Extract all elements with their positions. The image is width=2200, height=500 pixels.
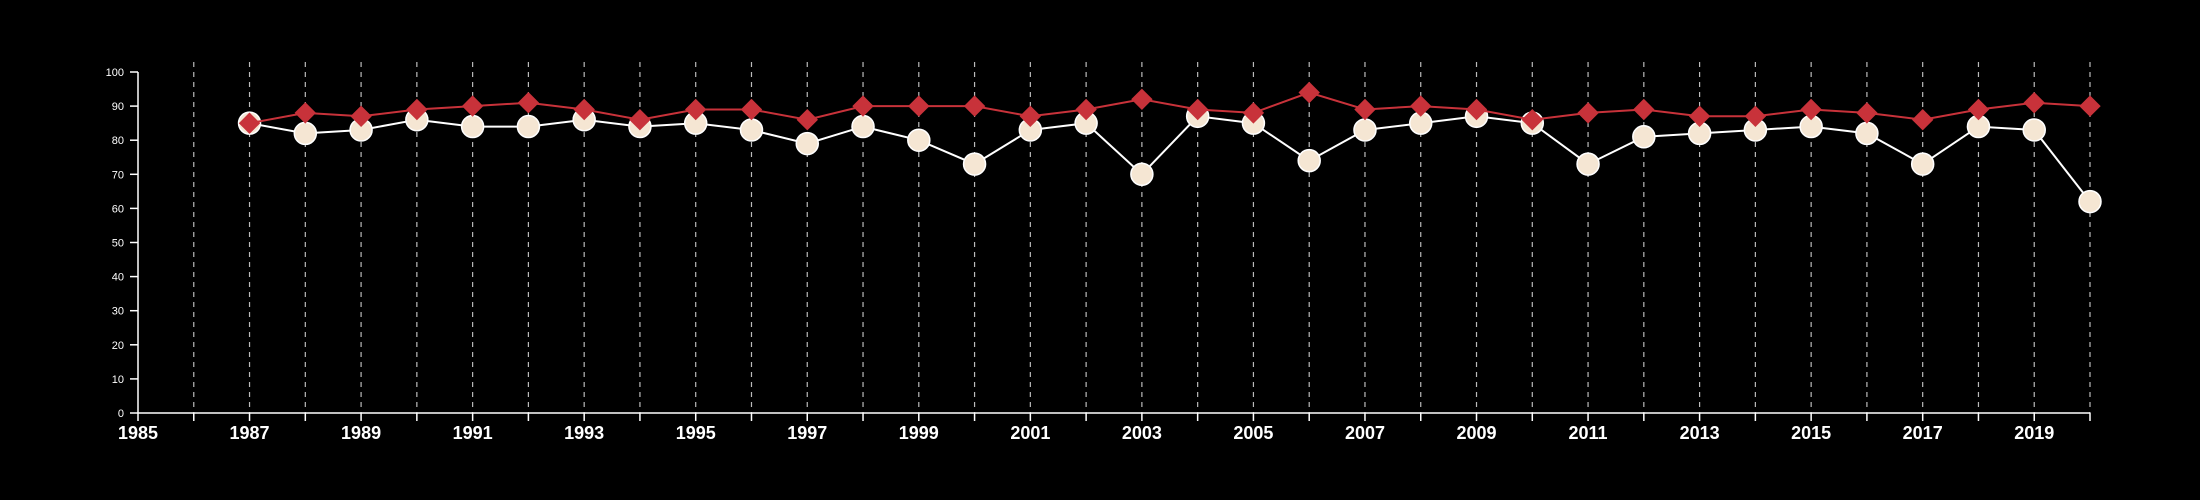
series-0-point-2012 (1632, 125, 1656, 149)
series-1-point-2015 (1800, 98, 1822, 121)
tick-labels: 0 10 20 30 40 50 60 70 80 90 100 1985 1987 1989 1991 19… (106, 67, 2055, 443)
y-tick-label-10: 10 (112, 374, 124, 386)
series-0-point-2020 (2078, 189, 2102, 214)
series-0-point-2016 (1855, 121, 1879, 146)
series-1-point-2012 (1633, 98, 1655, 121)
series-0-point-2017 (1910, 152, 1935, 176)
series (237, 81, 2102, 214)
x-tick-label-2009: 2009 (1456, 423, 1496, 443)
series-1-point-2006 (1298, 81, 1320, 104)
series-1-point-2003 (1131, 88, 1153, 111)
series-1-point-2020 (2079, 95, 2101, 117)
series-1-point-2019 (2023, 91, 2045, 114)
series-1-point-2018 (1967, 98, 1990, 121)
series-0-point-1996 (739, 118, 764, 142)
series-1-point-1987 (238, 112, 261, 134)
series-1-point-2009 (1465, 98, 1488, 121)
x-tick-label-1995: 1995 (676, 423, 716, 443)
y-tick-label-30: 30 (112, 306, 124, 318)
x-tick-label-2013: 2013 (1680, 423, 1720, 443)
series-1-point-2014 (1744, 105, 1767, 128)
series-1-point-1997 (796, 108, 819, 131)
series-1-line (249, 91, 2091, 125)
series-1-point-1989 (350, 105, 372, 128)
series-0-point-2003 (1130, 162, 1154, 187)
x-tick-label-1985: 1985 (118, 423, 158, 443)
series-0-point-1998 (851, 114, 875, 139)
series-1-point-2017 (1911, 108, 1934, 131)
x-tick-label-2007: 2007 (1345, 423, 1385, 443)
y-tick-label-0: 0 (118, 408, 124, 420)
series-0-point-1988 (293, 121, 318, 146)
x-tick-label-2015: 2015 (1791, 423, 1831, 443)
series-1-point-1999 (908, 95, 930, 117)
x-tick-label-1989: 1989 (341, 423, 381, 443)
x-tick-label-2005: 2005 (1233, 423, 1273, 443)
series-1-point-1995 (684, 98, 707, 121)
series-0-point-1999 (907, 128, 931, 152)
y-tick-label-40: 40 (112, 272, 124, 284)
series-1-point-1990 (406, 98, 428, 121)
series-1-point-2011 (1577, 102, 1599, 124)
x-tick-label-1997: 1997 (787, 423, 827, 443)
y-tick-label-70: 70 (112, 169, 124, 181)
y-tick-label-60: 60 (112, 203, 124, 215)
series-1-point-1992 (517, 91, 540, 114)
x-tick-label-2019: 2019 (2014, 423, 2054, 443)
x-tick-label-2003: 2003 (1122, 423, 1162, 443)
series-1-point-2001 (1019, 105, 1042, 128)
series-0-point-1991 (460, 114, 485, 139)
x-tick-label-1991: 1991 (453, 423, 493, 443)
series-0-point-2011 (1576, 152, 1600, 176)
series-0-point-2000 (962, 152, 987, 176)
series-1-point-2002 (1075, 98, 1097, 121)
series-1-point-2000 (963, 95, 986, 117)
axes (130, 71, 2091, 421)
series-1-point-2013 (1688, 105, 1711, 128)
series-1-point-1988 (294, 102, 317, 124)
y-tick-label-100: 100 (106, 67, 124, 79)
x-tick-label-2001: 2001 (1010, 423, 1050, 443)
series-0-point-1992 (516, 114, 541, 139)
series-1-point-2016 (1856, 102, 1878, 124)
series-0-point-1997 (795, 131, 820, 156)
grid-lines (193, 62, 2091, 413)
series-0-point-2006 (1297, 148, 1321, 173)
y-tick-label-20: 20 (112, 340, 124, 352)
series-0-point-2019 (2022, 118, 2046, 142)
series-1-point-2008 (1409, 95, 1432, 117)
series-0-line (249, 115, 2091, 203)
series-1-point-2005 (1242, 102, 1265, 124)
x-tick-label-2017: 2017 (1903, 423, 1943, 443)
y-tick-label-90: 90 (112, 101, 124, 113)
x-tick-label-1999: 1999 (899, 423, 939, 443)
y-tick-label-80: 80 (112, 135, 124, 147)
series-1-point-1991 (461, 95, 484, 117)
y-tick-label-50: 50 (112, 238, 124, 250)
series-1-point-1994 (629, 108, 651, 131)
series-1-point-2004 (1186, 98, 1209, 121)
x-tick-label-1993: 1993 (564, 423, 604, 443)
series-1-point-2007 (1354, 98, 1376, 121)
series-1-point-2010 (1521, 108, 1544, 131)
x-tick-label-2011: 2011 (1569, 423, 1608, 443)
series-1-point-1993 (573, 98, 595, 121)
x-tick-label-1987: 1987 (230, 423, 270, 443)
series-1-point-1996 (740, 98, 763, 121)
series-1-point-1998 (852, 95, 874, 117)
series-0-point-2007 (1353, 118, 1377, 142)
